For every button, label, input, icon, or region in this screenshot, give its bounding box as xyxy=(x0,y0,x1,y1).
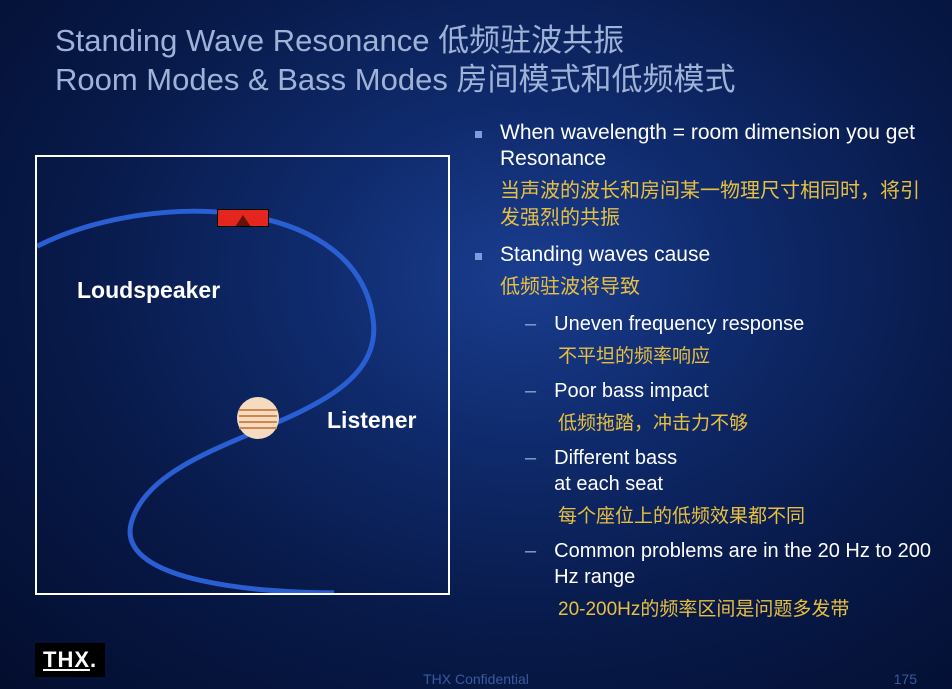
bullet-square-icon xyxy=(475,131,482,138)
footer-page-number: 175 xyxy=(894,671,917,687)
title2-en: Room Modes & Bass Modes xyxy=(55,62,448,97)
title-area: Standing Wave Resonance 低频驻波共振 Room Mode… xyxy=(0,0,952,110)
sub-1-text: Uneven frequency response xyxy=(554,311,804,337)
sub-2-cn: 低频拖踏，冲击力不够 xyxy=(558,408,932,435)
bullet-square-icon xyxy=(475,253,482,260)
loudspeaker-cone-icon xyxy=(235,215,251,227)
content-area: Loudspeaker Listener When wavelength = r… xyxy=(0,110,952,632)
dash-icon: – xyxy=(525,378,536,404)
bullet-2: Standing waves cause xyxy=(475,242,932,268)
dash-icon: – xyxy=(525,538,536,564)
dash-icon: – xyxy=(525,311,536,337)
bullet-2-text: Standing waves cause xyxy=(500,242,710,268)
title1-cn: 低频驻波共振 xyxy=(438,23,624,58)
sub-1: – Uneven frequency response xyxy=(525,311,932,337)
slide: Standing Wave Resonance 低频驻波共振 Room Mode… xyxy=(0,0,952,689)
thx-logo: THX. xyxy=(35,643,105,677)
sub-4-text: Common problems are in the 20 Hz to 200 … xyxy=(554,538,932,590)
loudspeaker-label: Loudspeaker xyxy=(77,277,220,304)
bullet-list: When wavelength = room dimension you get… xyxy=(475,120,932,632)
sub-2: – Poor bass impact xyxy=(525,378,932,404)
sub-4: – Common problems are in the 20 Hz to 20… xyxy=(525,538,932,590)
sub-4-cn: 20-200Hz的频率区间是问题多发带 xyxy=(558,594,932,621)
bullet-1-text: When wavelength = room dimension you get… xyxy=(500,120,932,173)
sub-3: – Different bassat each seat xyxy=(525,445,932,497)
wave-path xyxy=(37,211,374,593)
bullet-2-cn: 低频驻波将导致 xyxy=(500,274,932,301)
sub-1-cn: 不平坦的频率响应 xyxy=(558,341,932,368)
bullet-1-cn: 当声波的波长和房间某一物理尺寸相同时，将引发强烈的共振 xyxy=(500,178,932,232)
listener-label: Listener xyxy=(327,407,416,434)
title1-en: Standing Wave Resonance xyxy=(55,23,430,58)
title-line-1: Standing Wave Resonance 低频驻波共振 xyxy=(55,22,912,61)
bullet-1: When wavelength = room dimension you get… xyxy=(475,120,932,173)
footer-confidential: THX Confidential xyxy=(423,671,529,687)
room-diagram: Loudspeaker Listener xyxy=(35,155,450,595)
sub-3-cn: 每个座位上的低频效果都不同 xyxy=(558,501,932,528)
sub-3-text: Different bassat each seat xyxy=(554,445,677,497)
title2-cn: 房间模式和低频模式 xyxy=(456,62,735,97)
dash-icon: – xyxy=(525,445,536,471)
title-line-2: Room Modes & Bass Modes 房间模式和低频模式 xyxy=(55,61,912,100)
sub-2-text: Poor bass impact xyxy=(554,378,709,404)
listener-stripes-icon xyxy=(237,397,279,439)
